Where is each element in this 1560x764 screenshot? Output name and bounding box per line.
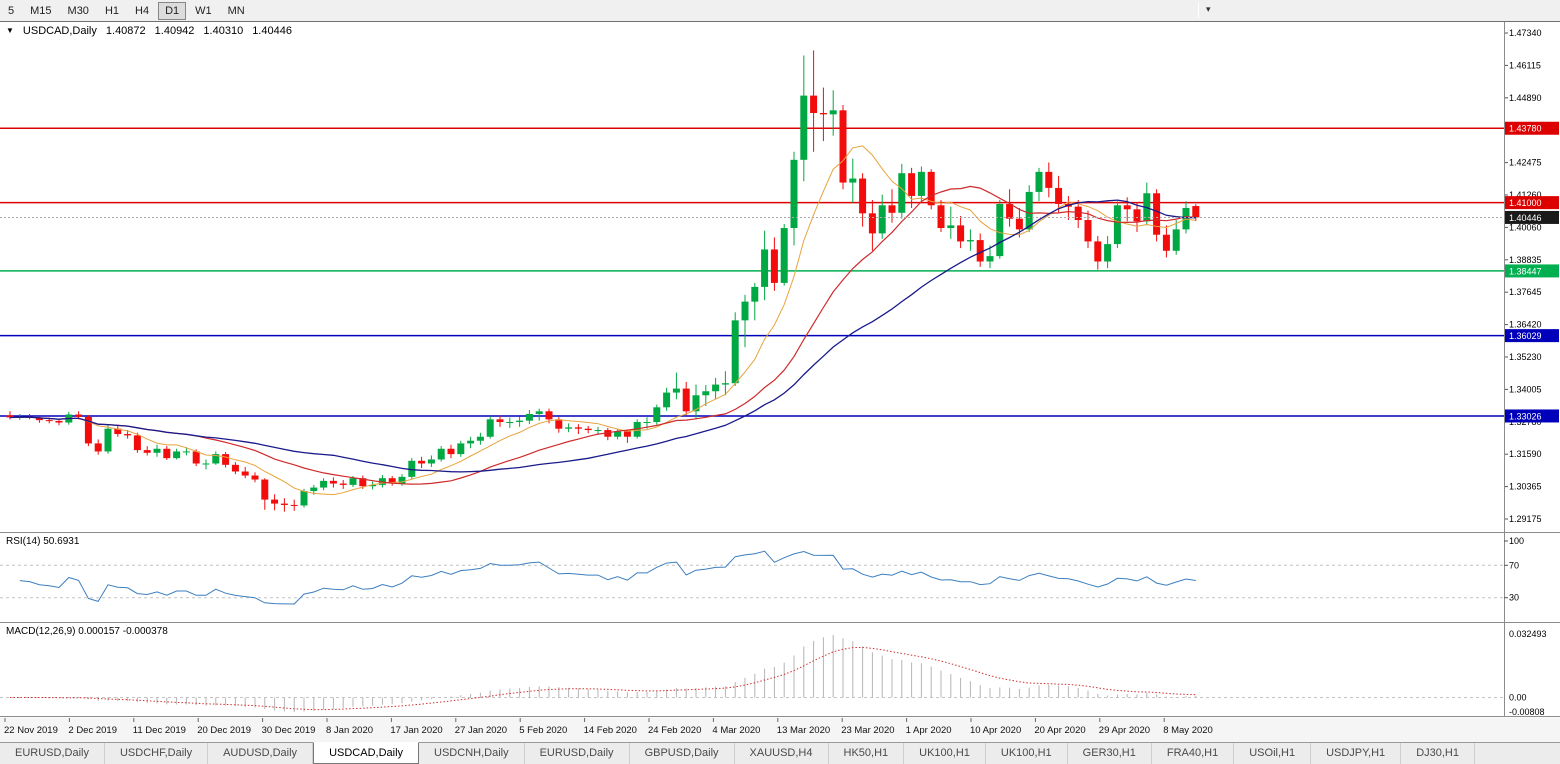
timeframe-toolbar: 5 M15 M30 H1 H4 D1 W1 MN ▾ xyxy=(0,0,1560,22)
price-axis-label: 1.40060 xyxy=(1509,222,1542,232)
price-axis-label: 1.31590 xyxy=(1509,449,1542,459)
svg-text:1.33026: 1.33026 xyxy=(1509,411,1542,421)
price-axis-label: 1.46115 xyxy=(1509,60,1541,70)
svg-text:1.38447: 1.38447 xyxy=(1509,266,1542,276)
tab-2-audusd-daily[interactable]: AUDUSD,Daily xyxy=(208,743,314,764)
rsi-axis-label: 70 xyxy=(1509,560,1519,570)
date-axis-label: 27 Jan 2020 xyxy=(455,725,507,736)
tab-15-dj30-h1[interactable]: DJ30,H1 xyxy=(1401,743,1475,764)
macd-axis-label: 0.00 xyxy=(1509,692,1527,702)
timeframe-h1[interactable]: H1 xyxy=(104,4,119,17)
date-axis-label: 22 Nov 2019 xyxy=(4,725,58,736)
rsi-line xyxy=(19,550,1196,605)
svg-text:1.36029: 1.36029 xyxy=(1509,331,1542,341)
hline-price-tag xyxy=(1505,264,1559,278)
bottom-tabbar: EURUSD,Daily USDCHF,Daily AUDUSD,Daily USDC… xyxy=(0,742,1560,764)
timeframe-m15[interactable]: M15 xyxy=(30,4,52,17)
tab-11-ger30-h1[interactable]: GER30,H1 xyxy=(1068,743,1152,764)
rsi-indicator-label: RSI(14) 50.6931 xyxy=(6,536,80,547)
toolbar-overflow-icon[interactable]: ▾ xyxy=(1206,4,1211,14)
tab-6-gbpusd-daily[interactable]: GBPUSD,Daily xyxy=(630,743,735,764)
horizontal-lines xyxy=(0,121,1559,423)
macd-indicator-label: MACD(12,26,9) 0.000157 -0.000378 xyxy=(6,626,168,637)
tab-10-uk100-h1[interactable]: UK100,H1 xyxy=(986,743,1068,764)
date-axis-label: 8 Jan 2020 xyxy=(326,725,373,736)
ohlc-low-value: 1.40310 xyxy=(203,25,244,37)
tab-0-eurusd-daily[interactable]: EURUSD,Daily xyxy=(0,743,105,764)
chart-canvas[interactable]: 1.473401.461151.448901.436651.424751.412… xyxy=(0,22,1560,742)
tab-4-usdcnh-daily[interactable]: USDCNH,Daily xyxy=(419,743,525,764)
candlestick-series xyxy=(6,50,1200,512)
macd-axis-label: 0.032493 xyxy=(1509,629,1547,639)
rsi-axis-label: 100 xyxy=(1509,536,1524,546)
chart-ohlc-header: ▼ USDCAD,Daily 1.40872 1.40942 1.40310 1… xyxy=(6,25,292,37)
rsi-axis-label: 30 xyxy=(1509,593,1519,603)
timeframe-d1[interactable]: D1 xyxy=(158,1,187,20)
collapse-chart-icon[interactable]: ▼ xyxy=(6,26,14,35)
date-axis-label: 5 Feb 2020 xyxy=(519,725,567,736)
toolbar-separator xyxy=(1198,3,1199,18)
date-axis-label: 8 May 2020 xyxy=(1163,725,1213,736)
chart-window: ▼ USDCAD,Daily 1.40872 1.40942 1.40310 1… xyxy=(0,22,1560,742)
date-axis-label: 30 Dec 2019 xyxy=(262,725,316,736)
tab-1-usdchf-daily[interactable]: USDCHF,Daily xyxy=(105,743,209,764)
svg-text:1.43780: 1.43780 xyxy=(1509,124,1542,134)
price-axis-label: 1.35230 xyxy=(1509,352,1542,362)
date-axis-label: 29 Apr 2020 xyxy=(1099,725,1150,736)
date-axis-label: 4 Mar 2020 xyxy=(712,725,760,736)
ohlc-high-value: 1.40942 xyxy=(154,25,195,37)
current-price-tag xyxy=(1505,210,1559,224)
date-axis-label: 20 Apr 2020 xyxy=(1034,725,1085,736)
price-axis-label: 1.47340 xyxy=(1509,28,1542,38)
date-axis-label: 14 Feb 2020 xyxy=(584,725,637,736)
svg-text:1.40446: 1.40446 xyxy=(1509,213,1542,223)
tab-7-xauusd-h4[interactable]: XAUUSD,H4 xyxy=(735,743,829,764)
macd-signal-line xyxy=(10,646,1196,711)
timeframe-h4[interactable]: H4 xyxy=(135,4,150,17)
svg-text:1.41000: 1.41000 xyxy=(1509,198,1542,208)
price-axis-label: 1.42475 xyxy=(1509,158,1542,168)
price-axis-label: 1.29175 xyxy=(1509,514,1542,524)
date-axis xyxy=(0,717,1560,742)
tab-13-usoil-h1[interactable]: USOil,H1 xyxy=(1234,743,1312,764)
ohlc-close-value: 1.40446 xyxy=(252,25,292,37)
hline-price-tag xyxy=(1505,196,1559,210)
tab-14-usdjpy-h1[interactable]: USDJPY,H1 xyxy=(1311,743,1402,764)
timeframe-m30[interactable]: M30 xyxy=(67,4,89,17)
price-axis-label: 1.44890 xyxy=(1509,93,1542,103)
tab-8-hk50-h1[interactable]: HK50,H1 xyxy=(829,743,905,764)
timeframe-w1[interactable]: W1 xyxy=(195,4,212,17)
date-axis-label: 11 Dec 2019 xyxy=(133,725,186,736)
hline-price-tag xyxy=(1505,121,1559,135)
price-axis-label: 1.34005 xyxy=(1509,384,1542,394)
date-axis-label: 23 Mar 2020 xyxy=(841,725,894,736)
timeframe-mn[interactable]: MN xyxy=(227,4,245,17)
price-axis-label: 1.30365 xyxy=(1509,482,1542,492)
timeframe-5[interactable]: 5 xyxy=(8,4,15,17)
chart-symbol-label: USDCAD,Daily xyxy=(22,25,97,37)
price-axis-label: 1.37645 xyxy=(1509,287,1542,297)
price-axis-label: 1.38835 xyxy=(1509,255,1542,265)
tab-9-uk100-h1[interactable]: UK100,H1 xyxy=(904,743,986,764)
tab-12-fra40-h1[interactable]: FRA40,H1 xyxy=(1152,743,1235,764)
hline-price-tag xyxy=(1505,409,1559,423)
macd-axis-label: -0.00808 xyxy=(1509,707,1545,717)
tab-3-usdcad-daily[interactable]: USDCAD,Daily xyxy=(313,742,420,764)
date-axis-label: 20 Dec 2019 xyxy=(197,725,251,736)
rsi-panel xyxy=(0,540,1508,605)
date-axis-label: 13 Mar 2020 xyxy=(777,725,830,736)
ohlc-open-value: 1.40872 xyxy=(105,25,146,37)
price-axis-label: 1.41260 xyxy=(1509,190,1542,200)
hline-price-tag xyxy=(1505,329,1559,343)
macd-panel xyxy=(0,635,1504,713)
date-axis-label: 2 Dec 2019 xyxy=(68,725,117,736)
timeframe-group: 5 M15 M30 H1 H4 D1 W1 MN xyxy=(0,1,253,20)
date-axis-label: 1 Apr 2020 xyxy=(906,725,952,736)
tab-5-eurusd-daily[interactable]: EURUSD,Daily xyxy=(525,743,630,764)
moving-average-lines xyxy=(9,145,1196,496)
date-axis-label: 10 Apr 2020 xyxy=(970,725,1021,736)
date-axis-label: 24 Feb 2020 xyxy=(648,725,701,736)
price-axis-label: 1.36420 xyxy=(1509,320,1542,330)
date-axis-label: 17 Jan 2020 xyxy=(390,725,442,736)
